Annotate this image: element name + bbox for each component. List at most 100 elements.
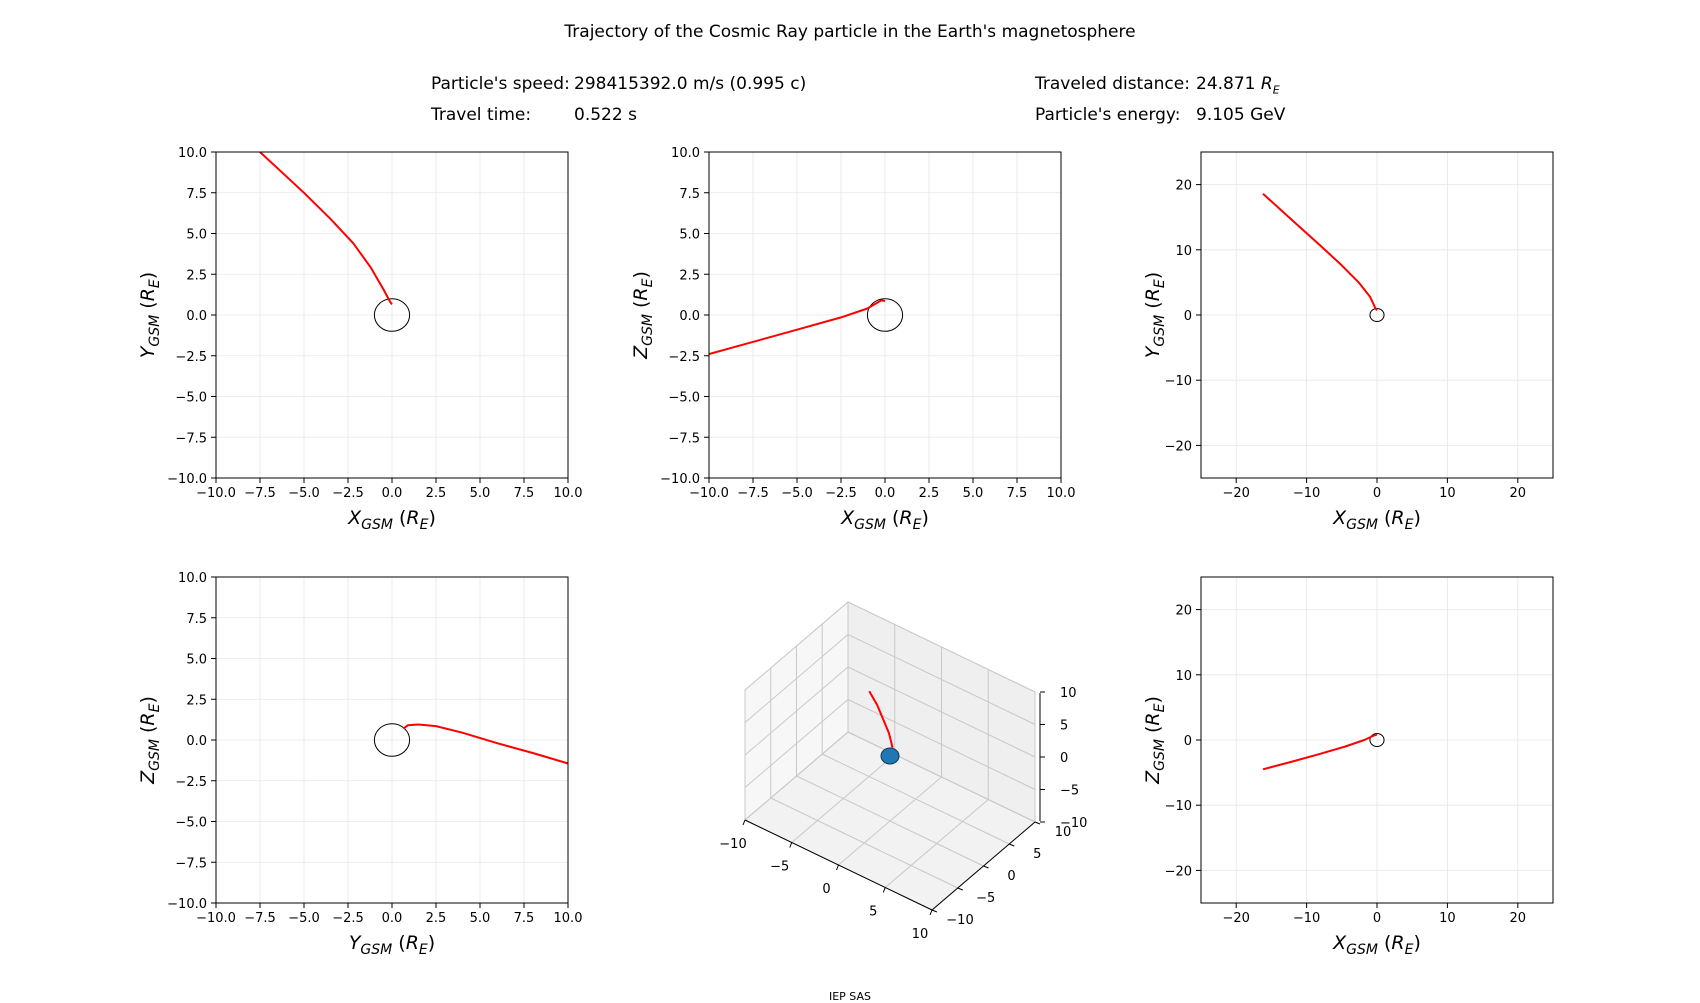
x-tick-label: 0.0 [382,911,403,926]
grid3d-z-left [744,731,849,821]
tick3d-y-label: −10 [946,913,973,928]
tick3d-x [836,864,839,871]
y-tick-label: −2.5 [175,775,207,790]
trajectory-line [402,723,568,765]
panel-xy-zoom: −10.0 −7.5 −5.0 −2.5 0.0 2.5 5.0 7.5 10.0 −10.0 −7… [137,146,583,533]
x-tick-label: −20 [1222,911,1249,926]
trajectory-line [709,299,886,356]
tick3d-x-label: 5 [869,905,877,920]
x-tick-label: −10 [1293,486,1320,501]
x-tick-label: −2.5 [825,486,857,501]
x-tick-label: 10.0 [554,911,583,926]
time-value: 0.522 s [574,105,637,125]
x-tick-label: −5.0 [781,486,813,501]
tick3d-x [742,819,746,826]
x-tick-label: −2.5 [332,486,364,501]
y-tick-label: 0.0 [679,309,700,324]
y-tick-label: 10 [1175,244,1192,259]
y-axis-label: ZGSM (RE) [1142,696,1168,785]
y-tick-label: 0.0 [186,309,207,324]
tick3d-z-label: −5 [1060,784,1079,799]
y-tick-label: −10.0 [167,472,207,487]
y-tick-label: 0 [1184,734,1192,749]
x-axis-label: XGSM (RE) [1332,932,1421,958]
y-tick-label: 10.0 [671,146,700,161]
tick3d-z-label: 0 [1060,751,1068,766]
x-tick-label: −10.0 [196,911,236,926]
tick3d-y [1009,843,1015,847]
grid3d-z-back [847,666,1036,758]
panel-yz-zoom: −10.0 −7.5 −5.0 −2.5 0.0 2.5 5.0 7.5 10.0 −10.0 −7… [137,571,582,958]
speed-value: 298415392.0 m/s (0.995 c) [574,74,807,94]
x-tick-label: −5.0 [288,911,320,926]
distance-unit: R [1260,74,1273,94]
y-tick-label: 7.5 [186,612,207,627]
y-tick-label: 7.5 [679,187,700,202]
x-tick-label: 0 [1373,911,1381,926]
grid3d-z-left [744,666,849,756]
tick3d-y-label: −5 [976,891,995,906]
earth-outline [866,298,904,332]
x-tick-label: 5.0 [963,486,984,501]
grid3d-z-left [744,699,849,788]
earth-outline [373,298,411,332]
trajectory-line [1262,192,1378,311]
x-tick-label: 7.5 [514,911,535,926]
tick3d-y [957,887,963,891]
grid3d-z-left [744,634,849,723]
y-tick-label: 5.0 [186,653,207,668]
y-tick-label: 10.0 [178,146,207,161]
tick3d-y-label: 5 [1033,847,1041,862]
earth-outline [373,723,411,757]
energy-label: Particle's energy: [1035,105,1181,125]
x-tick-label: −5.0 [288,486,320,501]
tick3d-x-label: 10 [912,927,929,942]
x-tick-label: 10.0 [554,486,583,501]
tick3d-z-label: −10 [1060,816,1087,831]
y-tick-label: 7.5 [186,187,207,202]
y-tick-label: −2.5 [668,350,700,365]
y-tick-label: −7.5 [668,431,700,446]
x-tick-label: −2.5 [332,911,364,926]
trajectory-line-3d [868,690,894,749]
distance-label: Traveled distance: [1035,74,1190,94]
trajectory-line [258,152,393,305]
y-tick-label: −20 [1165,439,1192,454]
x-tick-label: 2.5 [426,486,447,501]
x-tick-label: 0.0 [875,486,896,501]
x-axis-label: XGSM (RE) [1332,507,1421,533]
y-tick-label: −10.0 [660,472,700,487]
grid3d-y-bottom [796,775,984,867]
grid3d-z-left [744,601,849,691]
x-tick-label: −7.5 [244,911,276,926]
y-tick-label: 20 [1175,179,1192,194]
y-tick-label: 5.0 [186,228,207,243]
x-axis-label: YGSM (RE) [349,932,435,958]
tick3d-x-label: 0 [822,882,830,897]
x-tick-label: 7.5 [1007,486,1028,501]
earth-outline [1369,307,1385,323]
tick3d-z-label: 5 [1060,719,1068,734]
y-tick-label: 0 [1184,309,1192,324]
grid3d-y-bottom [770,797,958,889]
y-tick-label: 2.5 [679,268,700,283]
footer-credit: IEP SAS [828,990,872,1003]
distance-readout: 24.871 RE [1196,74,1280,96]
panel-xz-zoom: −10.0 −7.5 −5.0 −2.5 0.0 2.5 5.0 7.5 10.0 −10.0 −7… [630,146,1075,533]
tick3d-y [1034,821,1041,825]
x-tick-label: 5.0 [470,486,491,501]
grid3d-z-back [847,731,1036,823]
y-tick-label: −7.5 [175,856,207,871]
x-tick-label: −7.5 [737,486,769,501]
x-tick-label: 20 [1510,911,1527,926]
x-tick-label: 10 [1439,911,1456,926]
x-tick-label: −7.5 [244,486,276,501]
time-label: Travel time: [431,105,532,125]
y-tick-label: 2.5 [186,693,207,708]
trajectory-line [1262,733,1378,771]
y-tick-label: −7.5 [175,431,207,446]
y-tick-label: 0.0 [186,734,207,749]
energy-value: 9.105 GeV [1196,105,1286,125]
x-tick-label: −10.0 [196,486,236,501]
